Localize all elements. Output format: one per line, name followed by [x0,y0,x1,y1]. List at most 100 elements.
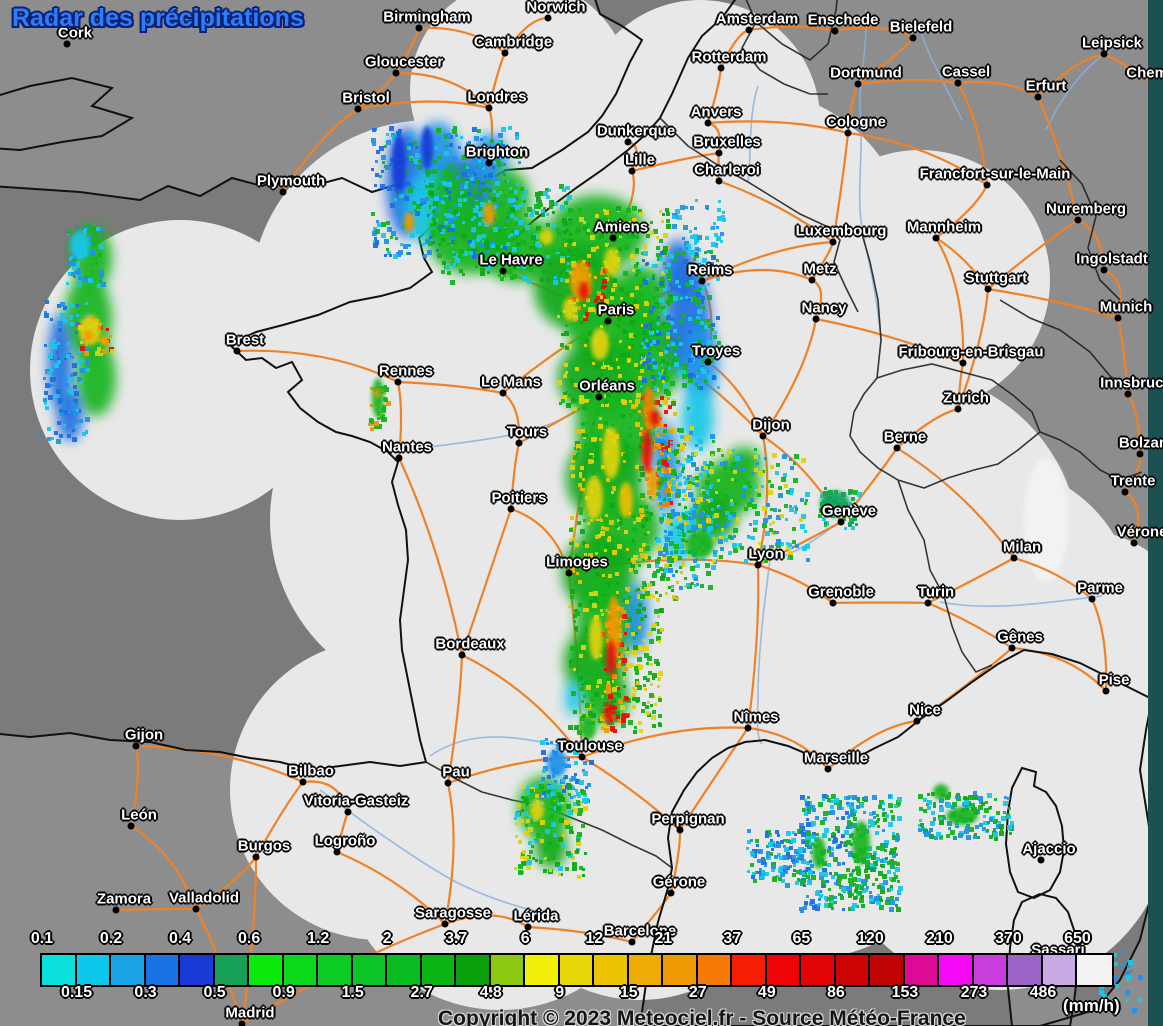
legend-boundary-label: 3.7 [445,930,468,947]
legend-cell [732,955,767,985]
legend-boundary-label: 486 [1029,984,1057,1001]
legend-cell [939,955,974,985]
legend-boundary-label: 4.8 [479,984,502,1001]
legend-boundary-label: 120 [857,930,884,947]
legend-boundary-label: 210 [926,930,953,947]
city-label-le-havre: Le Havre [479,251,543,269]
city-label-francfort-sur-le-main: Francfort-sur-le-Main [919,165,1071,183]
city-label-cassel: Cassel [941,63,991,81]
legend-cell [283,955,319,985]
city-label-nantes: Nantes [381,438,433,456]
city-label-bolzano: Bolzano [1118,434,1163,452]
legend-cell [352,955,388,985]
city-label-rotterdam: Rotterdam [691,48,767,66]
city-label-gloucester: Gloucester [364,53,444,71]
city-label-bilbao: Bilbao [288,762,334,780]
city-label-parme: Parme [1077,579,1123,597]
city-label-n-mes: Nîmes [733,708,779,726]
city-label-pau: Pau [442,763,470,781]
legend-boundary-label: 0.3 [134,984,157,1001]
city-label-cambridge: Cambridge [473,33,553,51]
legend-boundary-label: 0.15 [60,984,93,1001]
legend-boundary-label: 12 [585,930,604,947]
city-label-innsbruck: Innsbruck [1100,374,1163,392]
legend-boundary-label: 650 [1064,930,1091,947]
city-label-bielefeld: Bielefeld [889,18,953,36]
city-label-burgos: Burgos [237,837,291,855]
city-label-berne: Berne [883,428,927,446]
city-label-lille: Lille [624,151,656,169]
legend-boundary-label: 153 [891,984,919,1001]
city-label-stuttgart: Stuttgart [964,269,1028,287]
legend-cell [559,955,595,985]
legend-boundary-label: 15 [619,984,638,1001]
city-label-londres: Londres [467,88,527,106]
legend-cell [42,955,77,985]
city-label-le-mans: Le Mans [480,373,542,391]
city-label-valladolid: Valladolid [168,889,240,907]
city-label-barcelone: Barcelone [603,922,677,940]
city-label-l-rida: Lérida [513,907,559,925]
legend-cell [835,955,871,985]
legend-cell [870,955,905,985]
legend-boundary-label: 0.5 [203,984,226,1001]
city-label-marseille: Marseille [803,749,869,767]
city-label-dunkerque: Dunkerque [596,122,676,140]
legend-cell [111,955,146,985]
legend-cell [663,955,698,985]
legend-boundary-label: 27 [688,984,707,1001]
city-label-bristol: Bristol [342,89,390,107]
city-label-amsterdam: Amsterdam [715,10,799,28]
city-label-grenoble: Grenoble [808,583,874,601]
page-title: Radar des précipitations [12,4,304,32]
city-label-le-n: León [121,806,157,824]
city-label-orl-ans: Orléans [579,377,635,395]
city-label-chemnitz: Chemnitz [1126,64,1163,82]
legend-cell [628,955,664,985]
legend-boundary-label: 86 [826,984,845,1001]
legend-unit: (mm/h) [1063,996,1120,1015]
legend-cell [214,955,250,985]
city-label-erfurt: Erfurt [1025,77,1067,95]
city-label-zamora: Zamora [96,890,152,908]
city-label-luxembourg: Luxembourg [795,222,887,240]
city-label-ajaccio: Ajaccio [1022,840,1076,858]
city-label-cork: Cork [57,24,93,42]
legend-cell [456,955,491,985]
legend-boundary-label: 1.5 [341,984,364,1001]
city-label-munich: Munich [1099,298,1153,316]
city-label-poitiers: Poitiers [491,489,547,507]
city-label-lyon: Lyon [748,545,784,563]
legend-boundary-label: 0.9 [272,984,295,1001]
legend-cell [973,955,1009,985]
legend-cell [145,955,181,985]
legend-cell [801,955,836,985]
legend-cell [594,955,629,985]
legend-cell [1077,955,1112,985]
legend-cell [318,955,353,985]
city-label-zurich: Zurich [943,389,989,407]
legend-cell [904,955,940,985]
city-label-leipsick: Leipsick [1081,34,1143,52]
city-label-logro-o: Logroño [314,832,376,850]
legend-boundary-label: 65 [792,930,811,947]
city-label-g-nes: Gênes [997,628,1043,646]
legend-boundary-label: 49 [757,984,776,1001]
city-label-pise: Pise [1098,671,1130,689]
city-label-tours: Tours [506,423,548,441]
city-label-rennes: Rennes [378,362,434,380]
city-label-nuremberg: Nuremberg [1045,200,1127,218]
legend-boundary-label: 0.4 [168,930,192,947]
legend-cell [1042,955,1078,985]
city-label-milan: Milan [1002,538,1042,556]
legend-boundary-label: 370 [995,930,1022,947]
city-label-fribourg-en-brisgau: Fribourg-en-Brisgau [898,343,1044,361]
alps-snow-patch [1024,458,1068,582]
city-label-charleroi: Charleroi [694,161,760,179]
city-label-g-rone: Gérone [652,873,706,891]
city-label-anvers: Anvers [690,103,742,121]
city-label-trente: Trente [1110,472,1156,490]
legend-boundary-label: 9 [555,984,565,1001]
city-label-plymouth: Plymouth [256,172,326,190]
